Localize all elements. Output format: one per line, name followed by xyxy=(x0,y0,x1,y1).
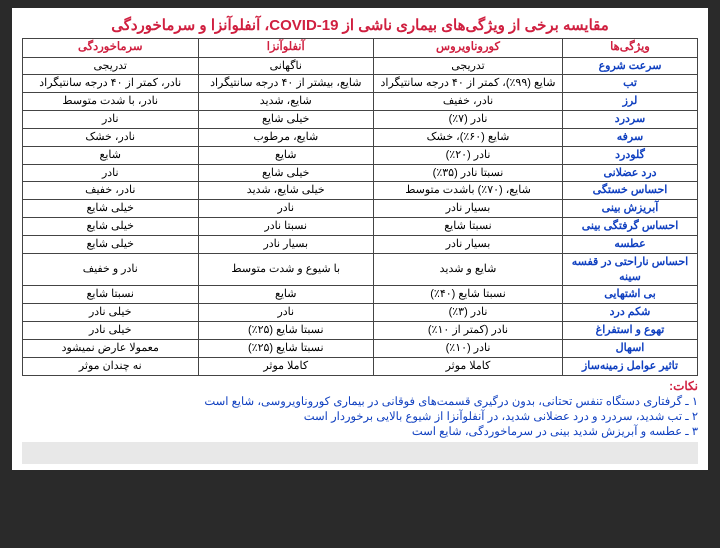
note-3: ۳ ـ عطسه و آبریزش شدید بینی در سرماخوردگ… xyxy=(22,424,698,438)
flu-cell: نادر xyxy=(198,304,374,322)
cold-cell: نه چندان موثر xyxy=(23,357,199,375)
table-header-row: ویژگی‌ها کوروناویروس آنفلوآنزا سرماخوردگ… xyxy=(23,39,698,58)
table-row: گلودردنادر (۲۰٪)شایعشایع xyxy=(23,146,698,164)
covid-cell: نسبتا شایع (۴۰٪) xyxy=(374,286,563,304)
page-title: مقایسه برخی از ویژگی‌های بیماری ناشی از … xyxy=(22,16,698,34)
flu-cell: خیلی شایع xyxy=(198,164,374,182)
note-2: ۲ ـ تب شدید، سردرد و درد عضلانی شدید، در… xyxy=(22,409,698,423)
cold-cell: شایع xyxy=(23,146,199,164)
covid-cell: نادر (۲۰٪) xyxy=(374,146,563,164)
page: مقایسه برخی از ویژگی‌های بیماری ناشی از … xyxy=(12,8,708,470)
flu-cell: ناگهانی xyxy=(198,57,374,75)
covid-cell: بسیار نادر xyxy=(374,235,563,253)
flu-cell: بسیار نادر xyxy=(198,235,374,253)
covid-cell: شایع (۹۹٪)، کمتر از ۴۰ درجه سانتیگراد xyxy=(374,75,563,93)
covid-cell: کاملا موثر xyxy=(374,357,563,375)
cold-cell: نسبتا شایع xyxy=(23,286,199,304)
covid-cell: شایع (۶۰٪)، خشک xyxy=(374,128,563,146)
flu-cell: با شیوع و شدت متوسط xyxy=(198,253,374,286)
flu-cell: نسبتا شایع (۲۵٪) xyxy=(198,340,374,358)
cold-cell: نادر، با شدت متوسط xyxy=(23,93,199,111)
feature-cell: سرعت شروع xyxy=(563,57,698,75)
table-row: اسهالنادر (۱۰٪)نسبتا شایع (۲۵٪)معمولا عا… xyxy=(23,340,698,358)
cold-cell: نادر، خفیف xyxy=(23,182,199,200)
covid-cell: بسیار نادر xyxy=(374,200,563,218)
cold-cell: خیلی شایع xyxy=(23,200,199,218)
flu-cell: شایع، مرطوب xyxy=(198,128,374,146)
col-feature: ویژگی‌ها xyxy=(563,39,698,58)
feature-cell: تاثیر عوامل زمینه‌ساز xyxy=(563,357,698,375)
flu-cell: شایع xyxy=(198,146,374,164)
table-row: لرزنادر، خفیفشایع، شدیدنادر، با شدت متوس… xyxy=(23,93,698,111)
feature-cell: احساس گرفتگی بینی xyxy=(563,218,698,236)
covid-cell: شایع، (۷۰٪) باشدت متوسط xyxy=(374,182,563,200)
flu-cell: خیلی شایع، شدید xyxy=(198,182,374,200)
cold-cell: معمولا عارض نمیشود xyxy=(23,340,199,358)
feature-cell: لرز xyxy=(563,93,698,111)
table-row: بی اشتهایینسبتا شایع (۴۰٪)شایعنسبتا شایع xyxy=(23,286,698,304)
covid-cell: شایع و شدید xyxy=(374,253,563,286)
cold-cell: تدریجی xyxy=(23,57,199,75)
cold-cell: خیلی نادر xyxy=(23,304,199,322)
covid-cell: نادر (۱۰٪) xyxy=(374,340,563,358)
col-covid: کوروناویروس xyxy=(374,39,563,58)
notes-label: نکات: xyxy=(22,379,698,393)
covid-cell: نسبتا شایع xyxy=(374,218,563,236)
flu-cell: نادر xyxy=(198,200,374,218)
feature-cell: بی اشتهایی xyxy=(563,286,698,304)
feature-cell: آبریزش بینی xyxy=(563,200,698,218)
covid-cell: نادر (۳٪) xyxy=(374,304,563,322)
table-row: تاثیر عوامل زمینه‌سازکاملا موثرکاملا موث… xyxy=(23,357,698,375)
table-row: احساس خستگیشایع، (۷۰٪) باشدت متوسطخیلی ش… xyxy=(23,182,698,200)
cold-cell: نادر xyxy=(23,111,199,129)
covid-cell: تدریجی xyxy=(374,57,563,75)
covid-cell: نادر (کمتر از ۱۰٪) xyxy=(374,322,563,340)
table-row: آبریزش بینیبسیار نادرنادرخیلی شایع xyxy=(23,200,698,218)
cold-cell: نادر، کمتر از ۴۰ درجه سانتیگراد xyxy=(23,75,199,93)
covid-cell: نسبتا نادر (۳۵٪) xyxy=(374,164,563,182)
feature-cell: احساس ناراحتی در قفسه سینه xyxy=(563,253,698,286)
cold-cell: خیلی نادر xyxy=(23,322,199,340)
flu-cell: کاملا موثر xyxy=(198,357,374,375)
feature-cell: سردرد xyxy=(563,111,698,129)
feature-cell: تهوع و استفراغ xyxy=(563,322,698,340)
feature-cell: سرفه xyxy=(563,128,698,146)
table-row: عطسهبسیار نادربسیار نادرخیلی شایع xyxy=(23,235,698,253)
covid-cell: نادر (۷٪) xyxy=(374,111,563,129)
comparison-table: ویژگی‌ها کوروناویروس آنفلوآنزا سرماخوردگ… xyxy=(22,38,698,376)
feature-cell: تب xyxy=(563,75,698,93)
cold-cell: نادر، خشک xyxy=(23,128,199,146)
table-row: شکم دردنادر (۳٪)نادرخیلی نادر xyxy=(23,304,698,322)
cold-cell: نادر xyxy=(23,164,199,182)
cold-cell: نادر و خفیف xyxy=(23,253,199,286)
col-cold: سرماخوردگی xyxy=(23,39,199,58)
flu-cell: شایع، بیشتر از ۴۰ درجه سانتیگراد xyxy=(198,75,374,93)
flu-cell: شایع، شدید xyxy=(198,93,374,111)
feature-cell: عطسه xyxy=(563,235,698,253)
table-row: سرفهشایع (۶۰٪)، خشکشایع، مرطوبنادر، خشک xyxy=(23,128,698,146)
table-row: تبشایع (۹۹٪)، کمتر از ۴۰ درجه سانتیگرادش… xyxy=(23,75,698,93)
table-row: احساس گرفتگی بینینسبتا شایعنسبتا نادرخیل… xyxy=(23,218,698,236)
feature-cell: گلودرد xyxy=(563,146,698,164)
note-1: ۱ ـ گرفتاری دستگاه تنفس تحتانی، بدون درگ… xyxy=(22,394,698,408)
feature-cell: درد عضلانی xyxy=(563,164,698,182)
flu-cell: نسبتا شایع (۲۵٪) xyxy=(198,322,374,340)
cold-cell: خیلی شایع xyxy=(23,218,199,236)
flu-cell: نسبتا نادر xyxy=(198,218,374,236)
footer-bar xyxy=(22,442,698,464)
covid-cell: نادر، خفیف xyxy=(374,93,563,111)
table-row: سرعت شروعتدریجیناگهانیتدریجی xyxy=(23,57,698,75)
table-row: سردردنادر (۷٪)خیلی شایعنادر xyxy=(23,111,698,129)
flu-cell: خیلی شایع xyxy=(198,111,374,129)
flu-cell: شایع xyxy=(198,286,374,304)
col-flu: آنفلوآنزا xyxy=(198,39,374,58)
table-row: تهوع و استفراغنادر (کمتر از ۱۰٪)نسبتا شا… xyxy=(23,322,698,340)
feature-cell: شکم درد xyxy=(563,304,698,322)
table-row: درد عضلانینسبتا نادر (۳۵٪)خیلی شایعنادر xyxy=(23,164,698,182)
feature-cell: احساس خستگی xyxy=(563,182,698,200)
table-row: احساس ناراحتی در قفسه سینهشایع و شدیدبا … xyxy=(23,253,698,286)
feature-cell: اسهال xyxy=(563,340,698,358)
cold-cell: خیلی شایع xyxy=(23,235,199,253)
